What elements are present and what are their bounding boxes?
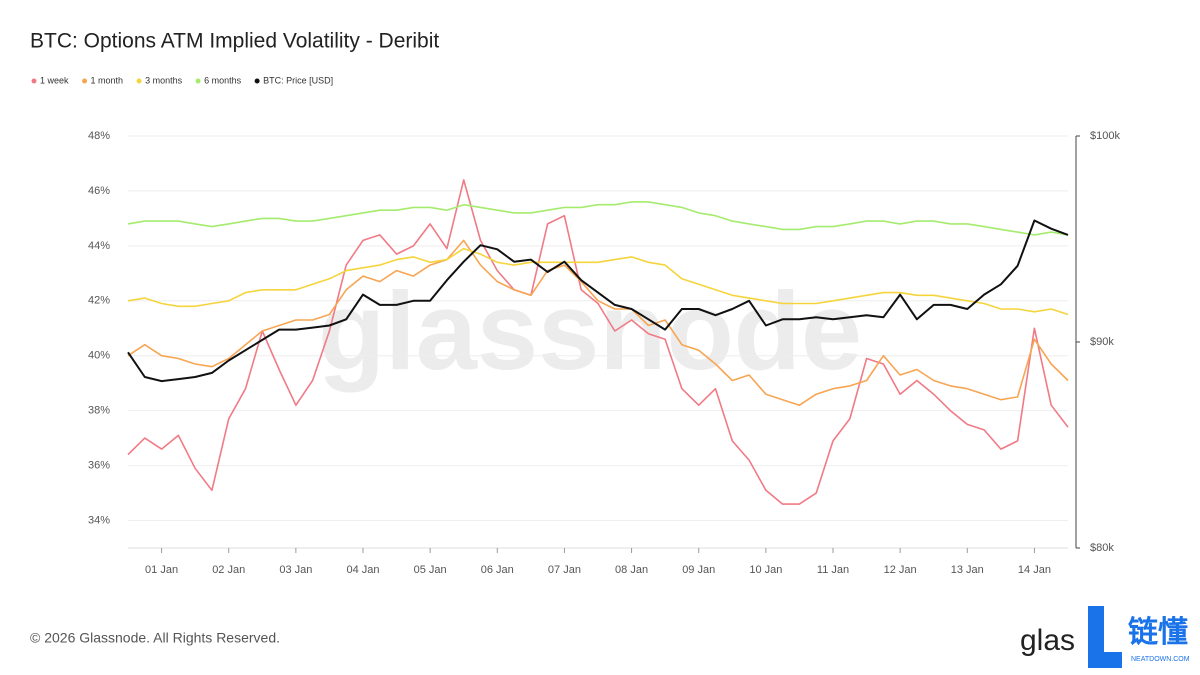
x-tick-label: 13 Jan — [951, 564, 984, 576]
x-tick-label: 07 Jan — [548, 564, 581, 576]
x-tick-label: 14 Jan — [1018, 564, 1051, 576]
x-tick-label: 02 Jan — [212, 564, 245, 576]
x-tick-label: 08 Jan — [615, 564, 648, 576]
y-tick-label: 42% — [88, 295, 110, 307]
series-line — [127, 239, 1069, 406]
legend-label: 1 month — [91, 75, 124, 85]
x-tick-label: 06 Jan — [481, 564, 514, 576]
x-tick-label: 05 Jan — [414, 564, 447, 576]
series-line — [127, 247, 1069, 316]
y-tick-label: 38% — [88, 405, 110, 417]
logo-mark — [1088, 606, 1122, 668]
x-tick-label: 03 Jan — [279, 564, 312, 576]
y-tick-label: 34% — [88, 514, 110, 526]
x-tick-label: 01 Jan — [145, 564, 178, 576]
x-tick-label: 10 Jan — [749, 564, 782, 576]
chart-title: BTC: Options ATM Implied Volatility - De… — [30, 30, 439, 53]
y2-tick-label: $90k — [1090, 336, 1114, 348]
y-tick-label: 48% — [88, 130, 110, 142]
x-tick-label: 12 Jan — [884, 564, 917, 576]
series-line — [127, 179, 1069, 505]
legend-swatch — [195, 78, 201, 84]
legend-swatch — [31, 78, 37, 84]
legend-label: 1 week — [40, 75, 69, 85]
x-tick-label: 09 Jan — [682, 564, 715, 576]
y-tick-label: 44% — [88, 240, 110, 252]
legend-swatch — [254, 78, 260, 84]
logo-site: NEATDOWN.COM — [1131, 656, 1190, 663]
footer: © 2026 Glassnode. All Rights Reserved. — [30, 630, 280, 646]
x-tick-label: 04 Jan — [346, 564, 379, 576]
series-line — [127, 219, 1069, 383]
y2-tick-label: $100k — [1090, 130, 1120, 142]
y-tick-label: 40% — [88, 350, 110, 362]
legend-label: 3 months — [145, 75, 183, 85]
y2-tick-label: $80k — [1090, 542, 1114, 554]
watermark: glassnode — [318, 270, 862, 393]
legend-label: BTC: Price [USD] — [263, 75, 333, 85]
logo-cn: 链懂 — [1128, 615, 1188, 649]
legend-swatch — [82, 78, 88, 84]
legend-swatch — [136, 78, 142, 84]
series-line — [127, 201, 1069, 236]
x-tick-label: 11 Jan — [817, 564, 849, 576]
y-tick-label: 36% — [88, 460, 110, 472]
logo-brand: glas — [1020, 624, 1075, 657]
y-tick-label: 46% — [88, 185, 110, 197]
legend-label: 6 months — [204, 75, 242, 85]
